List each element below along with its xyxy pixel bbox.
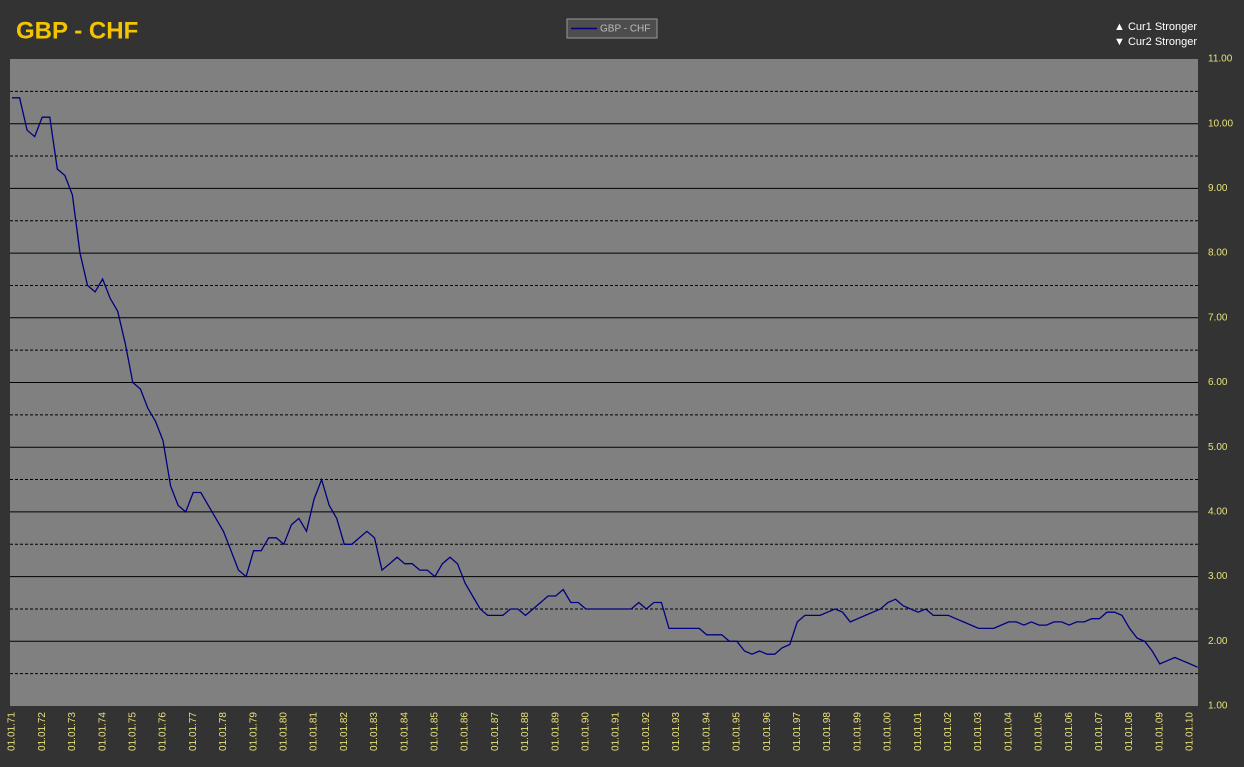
y-tick-label: 10.00 [1208, 118, 1233, 129]
x-tick-label: 01.01.71 [7, 712, 18, 751]
x-tick-label: 01.01.09 [1154, 712, 1165, 751]
x-tick-label: 01.01.05 [1034, 712, 1045, 751]
x-tick-label: 01.01.84 [399, 712, 410, 751]
x-tick-label: 01.01.73 [67, 712, 78, 751]
x-tick-label: 01.01.75 [127, 712, 138, 751]
x-tick-label: 01.01.08 [1124, 712, 1135, 751]
x-tick-label: 01.01.86 [460, 712, 471, 751]
x-tick-label: 01.01.83 [369, 712, 380, 751]
y-tick-label: 11.00 [1208, 54, 1233, 65]
x-tick-label: 01.01.98 [822, 712, 833, 751]
x-tick-label: 01.01.06 [1064, 712, 1075, 751]
x-tick-label: 01.01.80 [278, 712, 289, 751]
x-tick-label: 01.01.78 [218, 712, 229, 751]
chart-title: GBP - CHF [16, 17, 138, 44]
y-tick-label: 3.00 [1208, 571, 1228, 582]
x-tick-label: 01.01.92 [641, 712, 652, 751]
x-tick-label: 01.01.10 [1185, 712, 1196, 751]
x-tick-label: 01.01.00 [883, 712, 894, 751]
legend-label: GBP - CHF [600, 24, 650, 35]
x-tick-label: 01.01.01 [913, 712, 924, 751]
annotation: ▲ Cur1 Stronger [1114, 21, 1197, 33]
x-tick-label: 01.01.88 [520, 712, 531, 751]
y-tick-label: 6.00 [1208, 377, 1228, 388]
y-tick-label: 9.00 [1208, 183, 1228, 194]
x-tick-label: 01.01.02 [943, 712, 954, 751]
annotation: ▼ Cur2 Stronger [1114, 36, 1197, 48]
x-tick-label: 01.01.93 [671, 712, 682, 751]
x-tick-label: 01.01.94 [701, 712, 712, 751]
x-tick-label: 01.01.97 [792, 712, 803, 751]
x-tick-label: 01.01.99 [852, 712, 863, 751]
x-tick-label: 01.01.85 [430, 712, 441, 751]
x-tick-label: 01.01.79 [248, 712, 259, 751]
x-tick-label: 01.01.03 [973, 712, 984, 751]
y-tick-label: 5.00 [1208, 442, 1228, 453]
x-tick-label: 01.01.76 [158, 712, 169, 751]
x-tick-label: 01.01.95 [732, 712, 743, 751]
series-line [12, 97, 1198, 668]
x-tick-label: 01.01.77 [188, 712, 199, 751]
y-tick-label: 4.00 [1208, 507, 1228, 518]
y-tick-label: 7.00 [1208, 312, 1228, 323]
x-tick-label: 01.01.81 [309, 712, 320, 751]
y-tick-label: 2.00 [1208, 636, 1228, 647]
legend: GBP - CHF [566, 18, 658, 39]
x-tick-label: 01.01.91 [611, 712, 622, 751]
x-tick-label: 01.01.74 [97, 712, 108, 751]
x-tick-label: 01.01.07 [1094, 712, 1105, 751]
x-tick-label: 01.01.96 [762, 712, 773, 751]
x-tick-label: 01.01.04 [1003, 712, 1014, 751]
x-tick-label: 01.01.87 [490, 712, 501, 751]
x-tick-label: 01.01.82 [339, 712, 350, 751]
y-tick-label: 1.00 [1208, 701, 1228, 712]
legend-box [566, 18, 658, 39]
x-tick-label: 01.01.72 [37, 712, 48, 751]
x-tick-label: 01.01.89 [550, 712, 561, 751]
y-tick-label: 8.00 [1208, 248, 1228, 259]
x-tick-label: 01.01.90 [581, 712, 592, 751]
